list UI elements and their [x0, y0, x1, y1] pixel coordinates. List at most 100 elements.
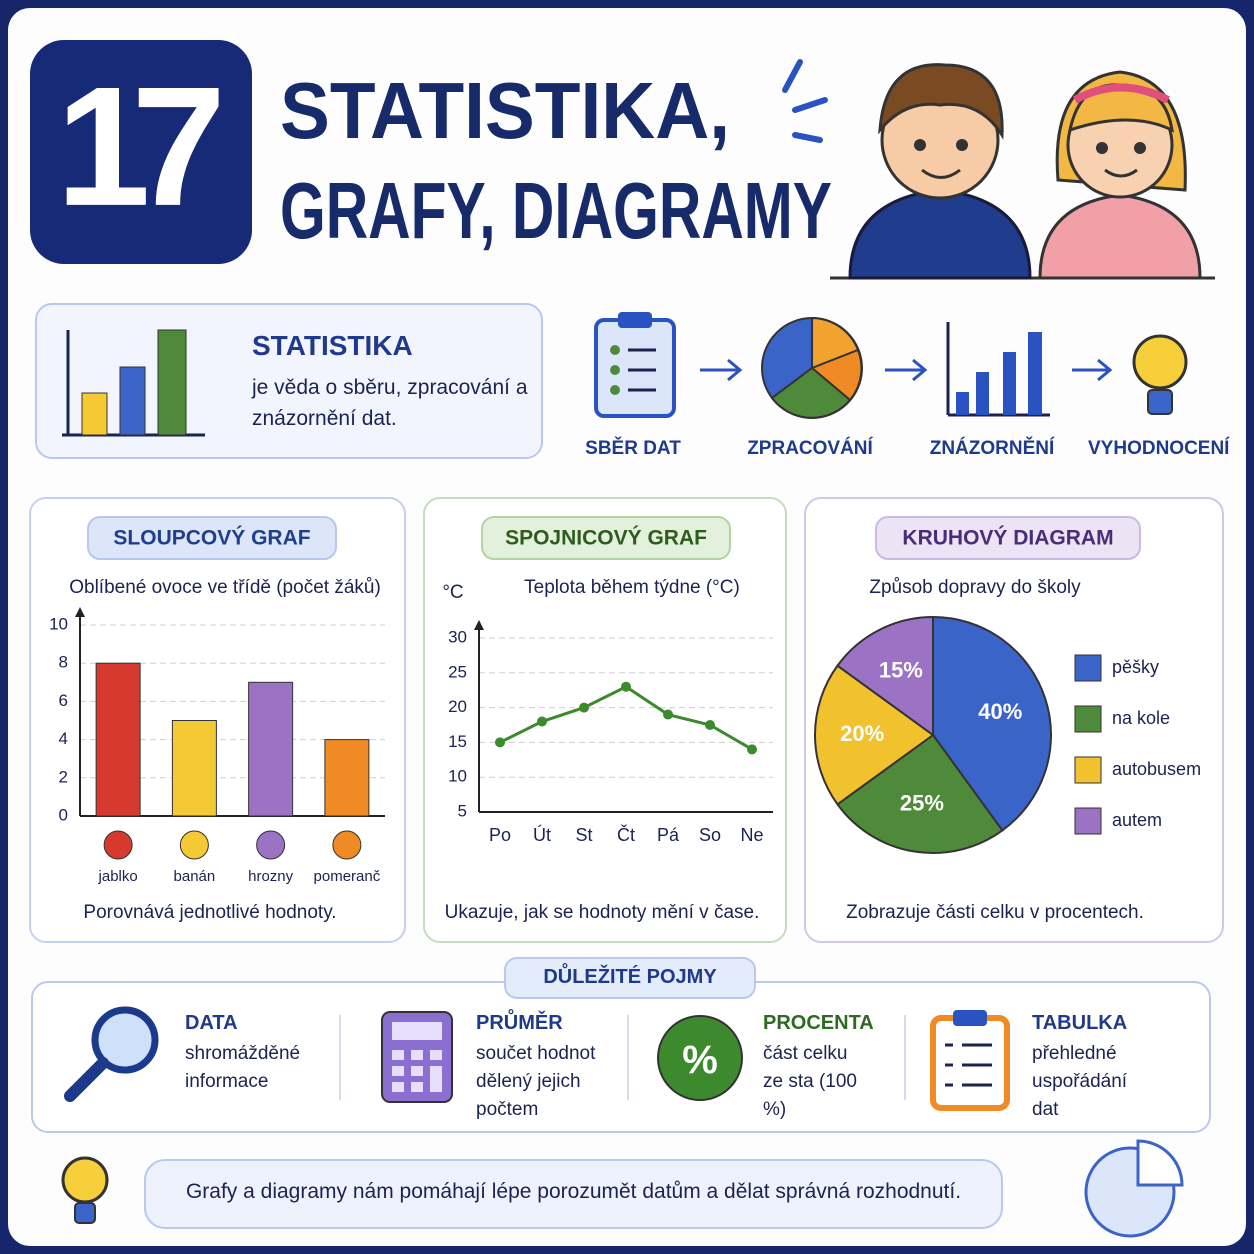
- bar: [324, 739, 370, 817]
- term-text: přehledné uspořádání dat: [1032, 1043, 1128, 1120]
- x-tick-label: pomeranč: [314, 868, 381, 885]
- axis-arrow: [75, 607, 85, 617]
- dividers: [339, 1015, 906, 1100]
- bar: [95, 662, 141, 817]
- footer-pill: [144, 1159, 1003, 1229]
- fruit-icon: [256, 830, 286, 860]
- legend-label: na kole: [1112, 708, 1170, 728]
- pie-slice: [932, 615, 1052, 832]
- number-box: [30, 40, 252, 264]
- point: [579, 702, 589, 713]
- chart-panel: [29, 497, 406, 943]
- chart-badge-text: KRUHOVÝ DIAGRAM: [902, 526, 1113, 550]
- x-tick-label: jablko: [98, 868, 138, 885]
- title-line: GRAFY, DIAGRAMY: [280, 166, 832, 255]
- chart-badge-text: SLOUPCOVÝ GRAF: [113, 526, 310, 550]
- slice-label: 40%: [978, 699, 1022, 724]
- footer-icons: [61, 1139, 1184, 1238]
- slice-label: 25%: [900, 791, 944, 816]
- y-tick-label: 2: [59, 767, 68, 786]
- legend-swatch: [1074, 654, 1102, 682]
- number: 17: [56, 52, 226, 242]
- process-step: SBĚR DAT: [585, 438, 681, 459]
- footer-text: Grafy a diagramy nám pomáhají lépe poroz…: [185, 1180, 962, 1203]
- percent-icon: %: [682, 1038, 718, 1082]
- legend-swatch: [1074, 705, 1102, 733]
- x-tick-label: So: [699, 825, 721, 845]
- slice-label: 20%: [840, 721, 884, 746]
- term-title: PROCENTA: [763, 1012, 874, 1034]
- y-tick-label: 10: [448, 767, 467, 786]
- bar: [248, 681, 294, 817]
- x-tick-label: Pá: [657, 825, 680, 845]
- term-text: součet hodnot dělený jejich počtem: [476, 1043, 596, 1120]
- y-tick-label: 8: [59, 653, 68, 672]
- chart-title: Způsob dopravy do školy: [869, 577, 1081, 598]
- point: [495, 737, 505, 748]
- x-tick-label: Po: [489, 825, 511, 845]
- y-tick-label: 6: [59, 691, 68, 710]
- fruit-icon: [332, 830, 362, 860]
- chart-caption: Zobrazuje části celku v procentech.: [846, 902, 1144, 923]
- chart-panel: [423, 497, 787, 943]
- y-tick-label: 25: [448, 662, 467, 681]
- chart-badge-text: SPOJNICOVÝ GRAF: [505, 526, 707, 550]
- slice-label: 15%: [879, 658, 923, 683]
- chart-title: Teplota během týdne (°C): [524, 577, 740, 598]
- y-tick-label: 10: [49, 614, 68, 633]
- y-tick-label: 0: [59, 805, 68, 824]
- legend-label: autem: [1112, 810, 1162, 830]
- legend-label: autobusem: [1112, 759, 1201, 779]
- term-icons: [64, 1006, 1010, 1111]
- x-tick-label: St: [575, 825, 592, 845]
- point: [705, 720, 715, 730]
- legend-label: pěšky: [1112, 657, 1159, 677]
- fruit-icon: [179, 830, 209, 860]
- y-axis-label: °C: [442, 582, 463, 603]
- y-tick-label: 5: [458, 801, 467, 820]
- legend-swatch: [1074, 807, 1102, 835]
- y-tick-label: 30: [448, 627, 467, 646]
- terms-heading: DŮLEŽITÉ POJMY: [543, 966, 717, 988]
- point: [747, 744, 757, 755]
- process-step: VYHODNOCENÍ: [1088, 438, 1230, 459]
- fruit-icon: [103, 830, 133, 860]
- intro-text: je věda o sběru, zpracování a znázornění…: [252, 376, 528, 430]
- point: [621, 681, 631, 692]
- chart-badge: [87, 516, 337, 560]
- pie-slice: [836, 615, 934, 737]
- process-step: ZNÁZORNĚNÍ: [929, 438, 1055, 459]
- process-step: ZPRACOVÁNÍ: [747, 438, 873, 459]
- y-tick-label: 15: [448, 732, 467, 751]
- y-tick-label: 4: [59, 729, 68, 748]
- x-tick-label: Čt: [617, 824, 635, 845]
- kids-illustration: [830, 63, 1215, 280]
- y-tick-label: 20: [448, 697, 467, 716]
- point: [537, 716, 547, 727]
- x-tick-label: banán: [174, 868, 216, 885]
- term-title: DATA: [185, 1012, 238, 1034]
- point: [663, 709, 673, 720]
- chart-caption: Porovnává jednotlivé hodnoty.: [83, 902, 336, 923]
- pie-slice: [814, 664, 935, 806]
- process-icons: [594, 312, 1188, 419]
- x-tick-label: Ne: [740, 825, 763, 845]
- chart-badge: [875, 516, 1141, 560]
- x-tick-label: hrozny: [248, 868, 294, 885]
- term-title: PRŮMĚR: [476, 1012, 563, 1034]
- pie-slice: [836, 733, 1004, 854]
- legend-swatch: [1074, 756, 1102, 784]
- accent: [782, 59, 828, 143]
- axis-arrow: [474, 620, 484, 630]
- chart-caption: Ukazuje, jak se hodnoty mění v čase.: [445, 902, 760, 923]
- term-text: část celku ze sta (100 %): [763, 1043, 857, 1120]
- bar: [171, 720, 217, 817]
- intro-icon: [62, 329, 205, 437]
- chart-title: Oblíbené ovoce ve třídě (počet žáků): [69, 577, 381, 598]
- terms-badge: [504, 957, 756, 999]
- chart-badge: [481, 516, 731, 560]
- term-title: TABULKA: [1032, 1012, 1128, 1034]
- intro-title: STATISTIKA: [252, 330, 413, 361]
